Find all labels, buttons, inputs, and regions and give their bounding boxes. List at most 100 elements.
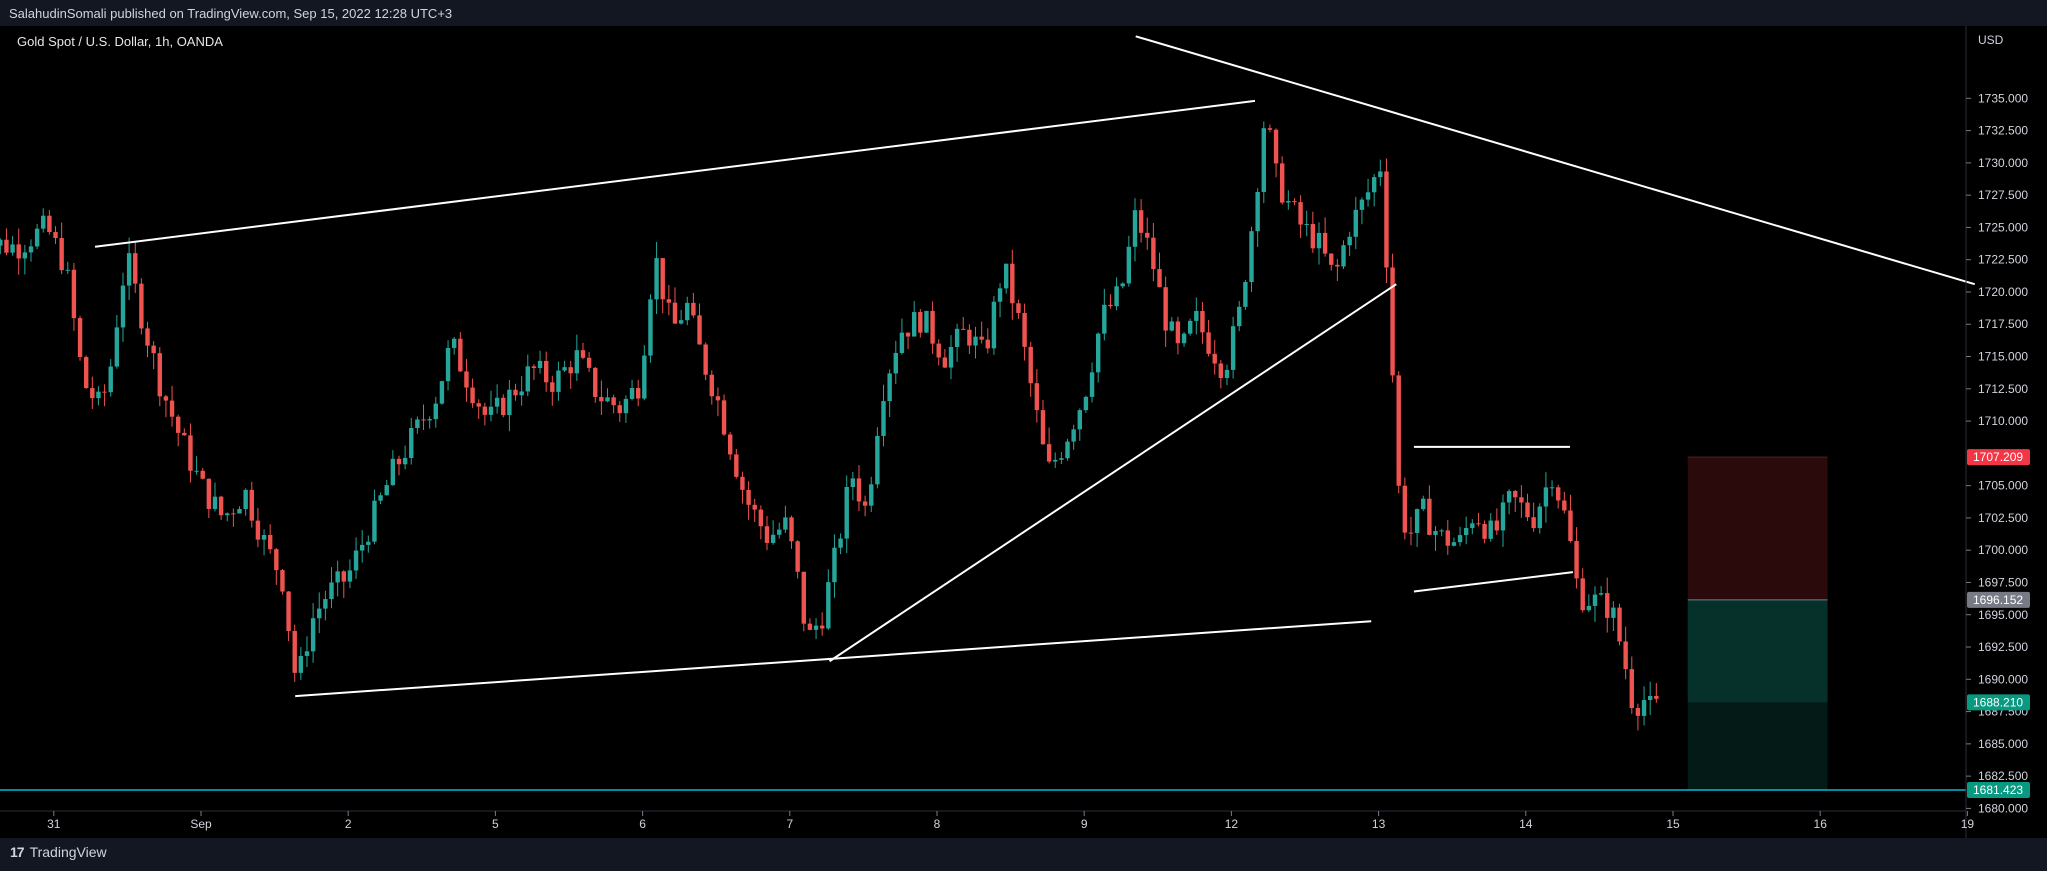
candle-body [918, 312, 923, 333]
price-axis: 1735.000 1732.500 1730.000 1727.500 1725.000… [1966, 91, 2028, 815]
candle-body [1451, 542, 1457, 546]
price-tick-label: 1735.000 [1978, 91, 2028, 105]
candle-body [1476, 523, 1481, 525]
time-axis: 31 Sep 2 5 6 7 8 9 12 13 14 15 16 19 [47, 811, 1974, 831]
candle-body [666, 299, 672, 303]
candle-body [261, 535, 267, 540]
candle-body [531, 366, 537, 369]
candle-body [237, 509, 242, 514]
candle-body [1181, 333, 1187, 344]
candle-body [1384, 171, 1389, 268]
candle-body [1525, 502, 1530, 518]
price-tick-label: 1725.000 [1978, 220, 2028, 234]
candle-body [1028, 346, 1033, 384]
candle-body [1053, 459, 1058, 462]
candle-body [1108, 304, 1113, 307]
trendline-flag-bottom[interactable] [1413, 571, 1574, 593]
candle-body [1353, 209, 1358, 237]
chart-frame[interactable]: USD 1735.000 1732.500 1730.000 1727.500 1725… [0, 26, 2047, 838]
candle-body [1200, 311, 1205, 333]
candle-body [1482, 523, 1487, 539]
candle-body [1071, 429, 1076, 442]
candle-body [1304, 224, 1309, 226]
candle-body [844, 487, 849, 539]
candle-body [390, 458, 396, 486]
time-tick-label: 12 [1225, 817, 1239, 831]
trendline-rising-wedge[interactable] [828, 283, 1397, 663]
candle-body [519, 391, 524, 396]
candle-body [789, 517, 794, 542]
time-tick-label: 9 [1081, 817, 1088, 831]
candle-body [543, 360, 549, 383]
time-tick-label: 7 [786, 817, 793, 831]
candle-body [1562, 500, 1567, 511]
candle-body [887, 373, 892, 402]
candle-body [1169, 321, 1174, 331]
candle-body [826, 582, 831, 629]
candle-body [1402, 485, 1408, 533]
candle-body [1230, 326, 1236, 370]
candle-body [758, 509, 764, 527]
candle-body [727, 434, 733, 455]
candle-body [28, 246, 34, 253]
trendline-upper-channel[interactable] [94, 99, 1256, 248]
candle-body [1427, 498, 1432, 535]
candle-body [513, 389, 518, 396]
candle-body [1341, 245, 1346, 267]
trendlines [0, 35, 1976, 791]
tradingview-logo[interactable]: 17 TradingView [10, 844, 107, 860]
candle-body [1034, 383, 1040, 411]
price-label-text: 1696.152 [1973, 593, 2023, 607]
candle-body [807, 623, 813, 630]
candle-body [850, 478, 856, 488]
candle-body [856, 478, 862, 502]
footer-bar [0, 838, 2047, 871]
candle-body [979, 336, 984, 340]
candle-body [1298, 202, 1303, 225]
candle-body [341, 571, 346, 582]
time-tick-label: 5 [492, 817, 499, 831]
candle-body [1494, 520, 1500, 531]
candle-body [1488, 520, 1493, 539]
candle-body [1378, 171, 1383, 178]
candle-body [96, 391, 101, 399]
candle-body [1316, 232, 1322, 249]
price-tick-label: 1730.000 [1978, 156, 2028, 170]
price-tick-label: 1695.000 [1978, 608, 2028, 622]
price-tick-label: 1705.000 [1978, 479, 2028, 493]
candle-body [22, 252, 28, 259]
candle-body [1586, 605, 1592, 611]
candle-body [1629, 669, 1634, 708]
candle-body [1040, 410, 1046, 445]
candle-body [1206, 332, 1211, 354]
candle-body [642, 355, 647, 399]
candle-body [298, 655, 304, 673]
candle-body [1445, 530, 1450, 546]
time-tick-label: 19 [1961, 817, 1975, 831]
candle-body [1574, 541, 1579, 579]
candle-body [175, 416, 181, 433]
candle-body [108, 366, 113, 393]
currency-label: USD [1978, 33, 2004, 47]
trendline-descending-resistance[interactable] [1135, 35, 1976, 286]
candle-body [777, 529, 782, 535]
candle-body [1243, 282, 1248, 307]
candle-body [243, 489, 248, 510]
candle-body [1292, 201, 1297, 203]
publish-info-text: SalahudinSomali published on TradingView… [9, 6, 453, 21]
price-tick-label: 1685.000 [1978, 737, 2028, 751]
candle-body [795, 541, 800, 572]
candle-body [875, 435, 880, 485]
time-tick-label: 16 [1814, 817, 1828, 831]
candle-body [470, 387, 475, 404]
position-zones [1687, 456, 1828, 791]
candle-body [1237, 306, 1242, 327]
candle-body [1598, 593, 1604, 595]
candle-body [1617, 607, 1622, 642]
price-chart[interactable]: USD 1735.000 1732.500 1730.000 1727.500 1725… [0, 26, 2047, 838]
candle-body [1635, 707, 1641, 716]
candle-body [329, 582, 334, 600]
candle-body [734, 454, 739, 477]
candle-body [1335, 264, 1340, 267]
price-tick-label: 1720.000 [1978, 285, 2028, 299]
